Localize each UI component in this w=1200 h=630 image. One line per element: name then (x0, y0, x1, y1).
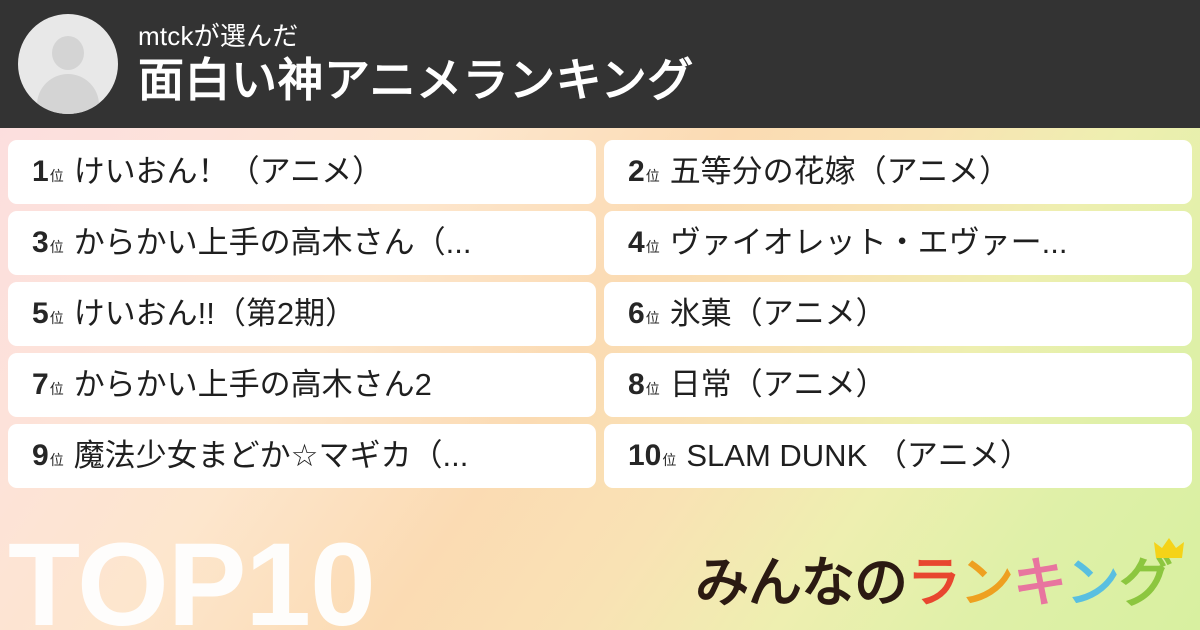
rank-suffix: 位 (49, 310, 64, 326)
header-subtitle: mtckが選んだ (138, 21, 299, 51)
rank-suffix: 位 (645, 310, 660, 326)
site-logo[interactable]: みんなの ラ ン キ ン グ (695, 538, 1184, 613)
header-titles: mtckが選んだ 面白い神アニメランキング (138, 21, 694, 107)
logo-part-gu-text: グ (1119, 553, 1173, 613)
rank-suffix: 位 (645, 239, 660, 255)
rank-suffix: 位 (662, 452, 677, 468)
rank-suffix: 位 (49, 168, 64, 184)
logo-part-minna: みんなの (695, 553, 908, 613)
rank-suffix: 位 (49, 381, 64, 397)
list-item-title: けいおん！（アニメ） (73, 154, 384, 189)
list-item-title: からかい上手の高木さん2 (73, 367, 432, 402)
crown-icon (1154, 538, 1184, 558)
rank-suffix: 位 (49, 239, 64, 255)
logo-part-n2: ン (1066, 553, 1120, 613)
logo-part-ra: ラ (907, 553, 961, 613)
list-item-title: からかい上手の高木さん（... (73, 225, 472, 260)
list-item[interactable]: 10 位 SLAM DUNK （アニメ） (604, 424, 1192, 488)
list-item-title: ヴァイオレット・エヴァー... (669, 225, 1068, 260)
rank-number: 10 位 (628, 439, 677, 472)
logo-part-n1: ン (960, 553, 1014, 613)
logo-part-ki: キ (1013, 553, 1067, 613)
list-item-title: 魔法少女まどか☆マギカ（... (73, 438, 469, 473)
list-item-title: SLAM DUNK （アニメ） (686, 438, 1031, 473)
rank-suffix: 位 (49, 452, 64, 468)
header-bar: mtckが選んだ 面白い神アニメランキング (0, 0, 1200, 128)
avatar-body-shape (37, 74, 99, 114)
user-avatar-icon (18, 14, 118, 114)
avatar-head-shape (52, 36, 84, 70)
page-title: 面白い神アニメランキング (138, 54, 694, 106)
top10-label: TOP10 (8, 519, 376, 630)
list-item-title: 五等分の花嫁（アニメ） (669, 154, 1011, 189)
list-item-title: けいおん!!（第2期） (73, 296, 357, 331)
logo-part-gu: グ (1119, 538, 1184, 613)
list-item-title: 日常（アニメ） (669, 367, 887, 402)
rank-suffix: 位 (645, 381, 660, 397)
list-item-title: 氷菓（アニメ） (669, 296, 887, 331)
site-logo-text: みんなの ラ ン キ ン グ (695, 538, 1184, 613)
rank-suffix: 位 (645, 168, 660, 184)
